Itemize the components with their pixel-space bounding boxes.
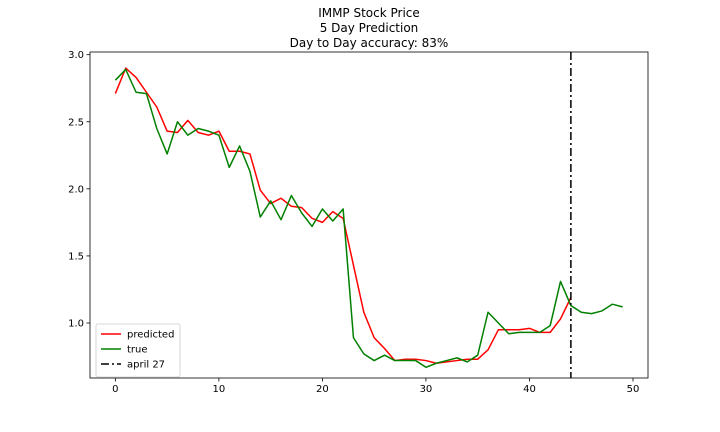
- legend: predicted true april 27: [95, 323, 181, 378]
- x-tick-label: 20: [316, 384, 329, 395]
- title-line-2: 5 Day Prediction: [320, 21, 419, 35]
- x-axis-ticks: 0 10 20 30 40 50: [112, 378, 639, 395]
- y-tick-label: 2.5: [68, 117, 84, 128]
- series-line-true: [114, 68, 623, 369]
- y-tick-label: 3.0: [68, 50, 84, 61]
- y-axis-ticks: 1.0 1.5 2.0 2.5 3.0: [68, 50, 90, 329]
- title-line-1: IMMP Stock Price: [318, 6, 420, 20]
- y-tick-label: 2.0: [68, 184, 84, 195]
- x-tick-label: 40: [523, 384, 536, 395]
- x-tick-label: 0: [112, 384, 118, 395]
- plot-area-frame: [89, 51, 649, 379]
- x-tick-label: 30: [420, 384, 433, 395]
- x-tick-label: 50: [627, 384, 640, 395]
- y-tick-label: 1.0: [68, 318, 84, 329]
- series-line-predicted: [114, 67, 572, 364]
- legend-label: april 27: [127, 360, 165, 371]
- legend-label: predicted: [127, 330, 174, 341]
- title-line-3: Day to Day accuracy: 83%: [290, 36, 449, 50]
- legend-label: true: [127, 345, 148, 356]
- series-lines: [114, 67, 623, 369]
- y-tick-label: 1.5: [68, 251, 84, 262]
- x-tick-label: 10: [213, 384, 226, 395]
